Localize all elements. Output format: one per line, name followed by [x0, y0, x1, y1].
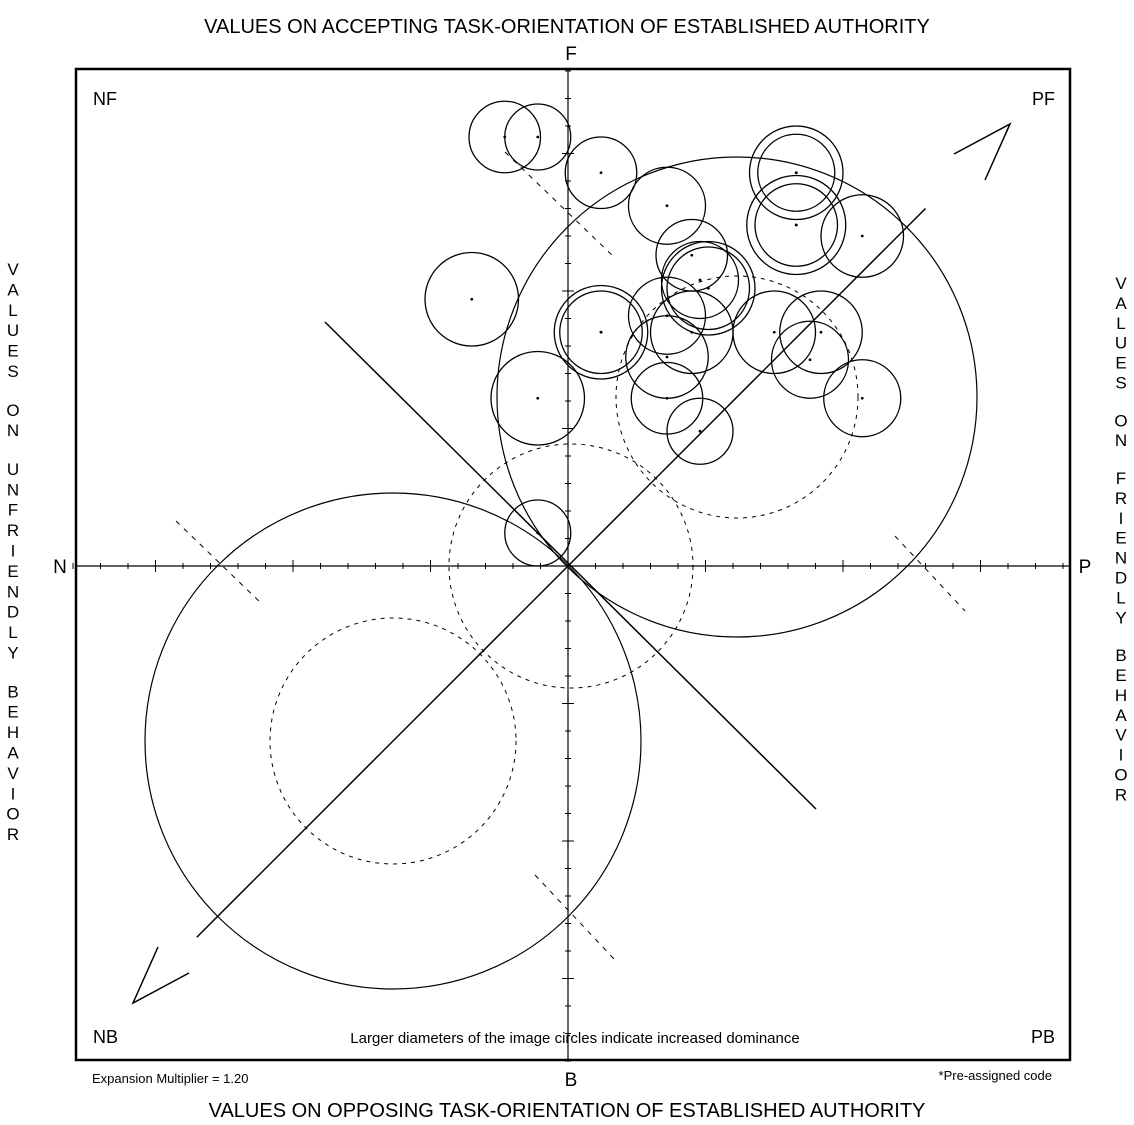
axis-end-left: N: [53, 557, 67, 578]
bottom-title: VALUES ON OPPOSING TASK-ORIENTATION OF E…: [209, 1100, 926, 1122]
image-circle-center: [698, 429, 702, 433]
image-circle: [504, 499, 572, 567]
image-circle-center: [599, 330, 603, 334]
dashed-segment: [504, 151, 616, 259]
axis-end-top: F: [565, 44, 577, 65]
dashed-circle-nb: [269, 617, 517, 865]
image-circle-center: [860, 396, 864, 400]
image-circle-center: [808, 358, 812, 362]
image-circle-center: [690, 253, 694, 257]
image-circle: [666, 397, 734, 465]
image-circle: [757, 133, 836, 212]
axis-end-bottom: B: [565, 1070, 578, 1091]
axis-end-right: P: [1079, 557, 1092, 578]
image-circle: [468, 100, 542, 174]
image-circle: [820, 194, 905, 278]
arrowhead-pf: [953, 122, 1012, 181]
image-circle: [504, 103, 572, 171]
image-circle-center: [599, 171, 603, 175]
dashed-circle-pf: [615, 275, 859, 519]
image-circle: [424, 251, 520, 347]
reinforcement-line: [196, 207, 927, 938]
corner-nf: NF: [93, 89, 117, 109]
image-circle: [553, 284, 649, 380]
image-circle-center: [536, 135, 540, 139]
corner-nb: NB: [93, 1027, 118, 1047]
image-circle-center: [860, 234, 864, 238]
image-circle-center: [665, 396, 669, 400]
image-circle: [627, 276, 707, 355]
balance-circle-nb: [144, 492, 642, 990]
image-circle-center: [536, 396, 540, 400]
image-circle-center: [665, 204, 669, 208]
corner-pf: PF: [1032, 89, 1055, 109]
perpendicular-line: [324, 321, 817, 810]
image-circle-center: [772, 330, 776, 334]
image-circle: [770, 320, 850, 399]
top-title: VALUES ON ACCEPTING TASK-ORIENTATION OF …: [204, 16, 930, 38]
arrowhead-nb: [131, 946, 190, 1005]
image-circle-center: [794, 223, 798, 227]
image-circle-center: [690, 330, 694, 334]
image-circle: [490, 350, 586, 446]
image-circle-center: [665, 355, 669, 359]
image-circle: [627, 166, 707, 245]
image-circle: [559, 290, 643, 375]
image-circle-center: [706, 286, 710, 290]
image-circles: [424, 100, 905, 567]
image-circle-center: [794, 171, 798, 175]
image-circle-center: [536, 531, 540, 535]
balance-circle-pf: [496, 156, 978, 638]
image-circle: [823, 359, 902, 438]
image-circle: [564, 136, 638, 210]
dashed-segment: [534, 874, 616, 961]
image-circle-center: [819, 330, 823, 334]
image-circle-center: [470, 297, 474, 301]
image-circle: [748, 125, 844, 221]
dashed-circle-center: [448, 443, 694, 689]
image-circle: [660, 240, 756, 336]
corner-pb: PB: [1031, 1027, 1055, 1047]
image-circle: [779, 290, 863, 375]
image-circle: [660, 240, 740, 320]
image-circle-center: [698, 278, 702, 282]
dashed-segment: [894, 535, 966, 612]
image-circle: [666, 246, 751, 331]
image-circle: [754, 183, 839, 267]
dashed-segment: [175, 520, 263, 605]
preassigned-code: *Pre-assigned code: [939, 1068, 1052, 1083]
dominance-note: Larger diameters of the image circles in…: [350, 1030, 799, 1047]
plot-frame: [74, 67, 1072, 1062]
image-circle: [746, 174, 847, 276]
expansion-multiplier: Expansion Multiplier = 1.20: [92, 1071, 248, 1086]
